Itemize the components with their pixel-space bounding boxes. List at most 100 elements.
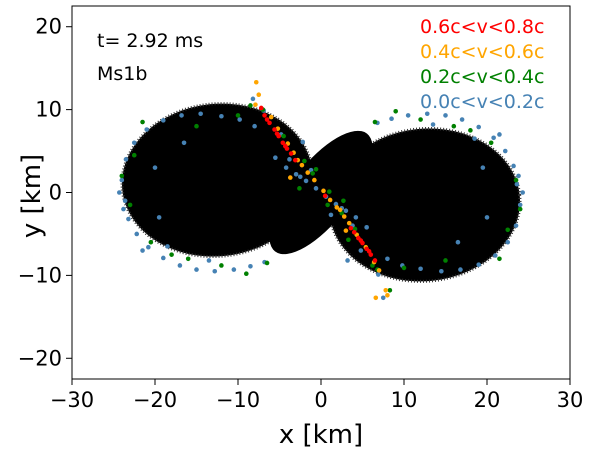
data-point bbox=[387, 288, 393, 293]
data-point bbox=[348, 225, 354, 231]
data-point bbox=[375, 272, 381, 277]
time-annotation: t= 2.92 ms bbox=[97, 30, 203, 52]
data-point bbox=[517, 202, 523, 208]
data-point bbox=[511, 163, 516, 169]
data-point bbox=[117, 190, 122, 195]
data-point bbox=[297, 174, 303, 180]
data-point bbox=[206, 258, 212, 263]
data-point bbox=[273, 155, 278, 160]
data-point bbox=[334, 205, 340, 210]
data-point bbox=[346, 220, 352, 226]
data-point bbox=[455, 239, 461, 245]
model-annotation: Ms1b bbox=[97, 63, 147, 85]
data-point bbox=[219, 263, 224, 268]
data-point bbox=[451, 123, 457, 129]
scatter-points bbox=[117, 79, 525, 301]
data-point bbox=[322, 193, 328, 199]
y-tick-label: 20 bbox=[35, 15, 62, 39]
data-point bbox=[302, 158, 307, 164]
data-point bbox=[343, 228, 349, 233]
data-point bbox=[144, 127, 149, 132]
data-point bbox=[480, 165, 486, 170]
data-point bbox=[376, 268, 382, 273]
data-point bbox=[280, 140, 286, 146]
data-point bbox=[373, 295, 379, 301]
data-point bbox=[300, 139, 306, 145]
data-point bbox=[327, 189, 332, 194]
data-point bbox=[148, 239, 154, 245]
data-point bbox=[122, 198, 128, 204]
data-point bbox=[418, 117, 423, 122]
data-point bbox=[231, 267, 237, 272]
data-point bbox=[146, 244, 151, 250]
data-point bbox=[177, 263, 183, 268]
data-point bbox=[458, 267, 463, 272]
x-tick-label: 30 bbox=[557, 388, 584, 412]
data-point bbox=[405, 113, 411, 118]
data-point bbox=[389, 116, 394, 122]
data-point bbox=[119, 173, 125, 179]
data-point bbox=[472, 136, 477, 141]
data-point bbox=[140, 119, 145, 125]
legend-entry: 0.6c<v<0.8c bbox=[420, 16, 544, 38]
data-point bbox=[497, 132, 502, 137]
data-point bbox=[264, 117, 270, 122]
data-point bbox=[274, 131, 280, 136]
data-point bbox=[165, 244, 170, 249]
data-point bbox=[235, 113, 241, 118]
data-point bbox=[364, 225, 369, 230]
x-tick-label: 20 bbox=[474, 388, 501, 412]
legend-entry: 0.0c<v<0.2c bbox=[420, 91, 544, 113]
data-point bbox=[253, 79, 259, 85]
data-point bbox=[443, 258, 448, 263]
data-point bbox=[288, 151, 294, 156]
data-point bbox=[520, 190, 525, 195]
data-point bbox=[252, 123, 257, 129]
data-point bbox=[505, 227, 511, 233]
data-point bbox=[244, 271, 249, 277]
data-point bbox=[491, 135, 496, 141]
data-point bbox=[194, 123, 199, 129]
data-point bbox=[156, 215, 162, 220]
data-point bbox=[131, 152, 137, 158]
x-tick-label: −10 bbox=[216, 388, 260, 412]
data-point bbox=[126, 216, 131, 222]
data-point bbox=[131, 140, 137, 146]
data-point bbox=[468, 128, 473, 133]
data-point bbox=[181, 140, 187, 146]
data-point bbox=[513, 223, 519, 228]
data-point bbox=[267, 120, 272, 126]
data-point bbox=[283, 165, 289, 170]
data-point bbox=[358, 238, 364, 243]
data-point bbox=[383, 288, 389, 293]
data-point bbox=[346, 237, 351, 243]
data-point bbox=[393, 108, 399, 114]
data-point bbox=[305, 170, 311, 175]
y-tick-label: −10 bbox=[18, 263, 62, 287]
data-point bbox=[372, 258, 378, 263]
x-axis: −30 −20 −10 0 10 20 30 bbox=[50, 379, 584, 412]
data-point bbox=[385, 256, 390, 262]
data-point bbox=[430, 122, 436, 127]
data-point bbox=[219, 113, 224, 119]
data-point bbox=[185, 256, 191, 262]
series-0.6c<v<0.8c bbox=[258, 105, 378, 263]
data-point bbox=[293, 171, 299, 177]
data-point bbox=[134, 231, 140, 237]
x-tick-label: 10 bbox=[391, 388, 418, 412]
legend-entry: 0.4c<v<0.6c bbox=[420, 41, 544, 63]
data-point bbox=[418, 266, 423, 272]
data-point bbox=[248, 263, 253, 269]
data-point bbox=[212, 268, 218, 274]
data-point bbox=[262, 113, 267, 118]
data-point bbox=[194, 267, 199, 272]
data-point bbox=[343, 208, 349, 214]
data-point bbox=[476, 262, 482, 267]
data-point bbox=[310, 171, 316, 176]
data-point bbox=[313, 186, 319, 191]
data-point bbox=[385, 292, 390, 298]
data-point bbox=[313, 166, 319, 172]
data-point bbox=[514, 181, 520, 187]
data-point bbox=[328, 212, 334, 218]
